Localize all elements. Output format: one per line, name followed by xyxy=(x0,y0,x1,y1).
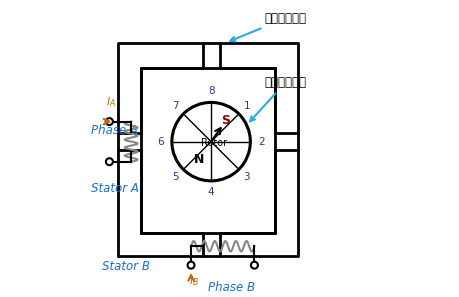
Text: S: S xyxy=(221,114,230,127)
Text: Rotor: Rotor xyxy=(201,138,227,148)
Text: Phase A: Phase A xyxy=(90,124,137,137)
Text: 步进电机转子: 步进电机转子 xyxy=(250,75,306,121)
Text: 8: 8 xyxy=(207,86,214,96)
Circle shape xyxy=(172,102,250,181)
Text: 7: 7 xyxy=(172,101,179,111)
Text: 1: 1 xyxy=(243,101,249,111)
Circle shape xyxy=(187,262,194,269)
Text: Stator B: Stator B xyxy=(102,260,150,273)
Circle shape xyxy=(106,158,112,165)
Text: 步进电机定子: 步进电机定子 xyxy=(230,12,306,41)
Text: 3: 3 xyxy=(243,172,249,182)
Text: Stator A: Stator A xyxy=(90,182,138,195)
Circle shape xyxy=(250,262,257,269)
Circle shape xyxy=(106,118,112,125)
Text: N: N xyxy=(193,153,203,166)
Text: $I_B$: $I_B$ xyxy=(189,274,199,288)
Text: 2: 2 xyxy=(257,137,264,147)
Text: 5: 5 xyxy=(172,172,179,182)
Text: 4: 4 xyxy=(207,187,214,197)
Text: $I_A$: $I_A$ xyxy=(106,95,116,108)
Text: 6: 6 xyxy=(157,137,164,147)
Text: Phase B: Phase B xyxy=(207,281,254,294)
